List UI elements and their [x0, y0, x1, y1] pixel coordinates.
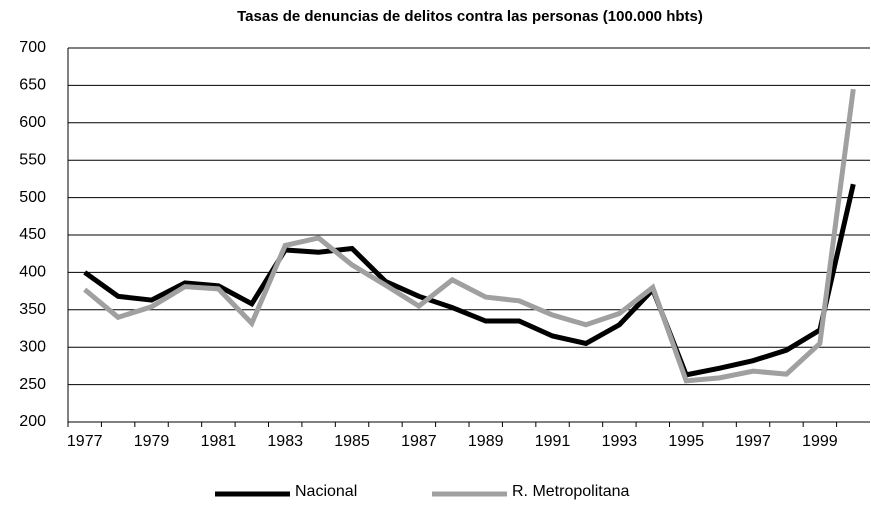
legend-label: R. Metropolitana [512, 483, 629, 500]
y-tick-label: 350 [19, 301, 46, 318]
y-tick-label: 400 [19, 264, 46, 281]
x-tick-label: 1981 [201, 433, 237, 450]
x-tick-label: 1989 [468, 433, 504, 450]
y-tick-label: 650 [19, 77, 46, 94]
x-tick-label: 1999 [802, 433, 838, 450]
y-tick-label: 600 [19, 114, 46, 131]
x-tick-label: 1983 [267, 433, 303, 450]
x-tick-label: 1997 [735, 433, 771, 450]
chart-title: Tasas de denuncias de delitos contra las… [237, 8, 703, 25]
y-tick-label: 500 [19, 189, 46, 206]
x-tick-label: 1977 [67, 433, 103, 450]
line-series [83, 183, 856, 378]
x-tick-label: 1985 [334, 433, 370, 450]
y-tick-label: 250 [19, 376, 46, 393]
x-tick-label: 1991 [535, 433, 571, 450]
y-tick-label: 550 [19, 151, 46, 168]
x-tick-label: 1993 [602, 433, 638, 450]
line-series [83, 88, 856, 384]
y-tick-label: 450 [19, 226, 46, 243]
x-tick-label: 1987 [401, 433, 437, 450]
y-tick-label: 700 [19, 39, 46, 56]
x-tick-label: 1979 [134, 433, 170, 450]
y-tick-label: 200 [19, 413, 46, 430]
x-tick-label: 1995 [668, 433, 704, 450]
y-tick-label: 300 [19, 338, 46, 355]
legend-label: Nacional [295, 483, 357, 500]
